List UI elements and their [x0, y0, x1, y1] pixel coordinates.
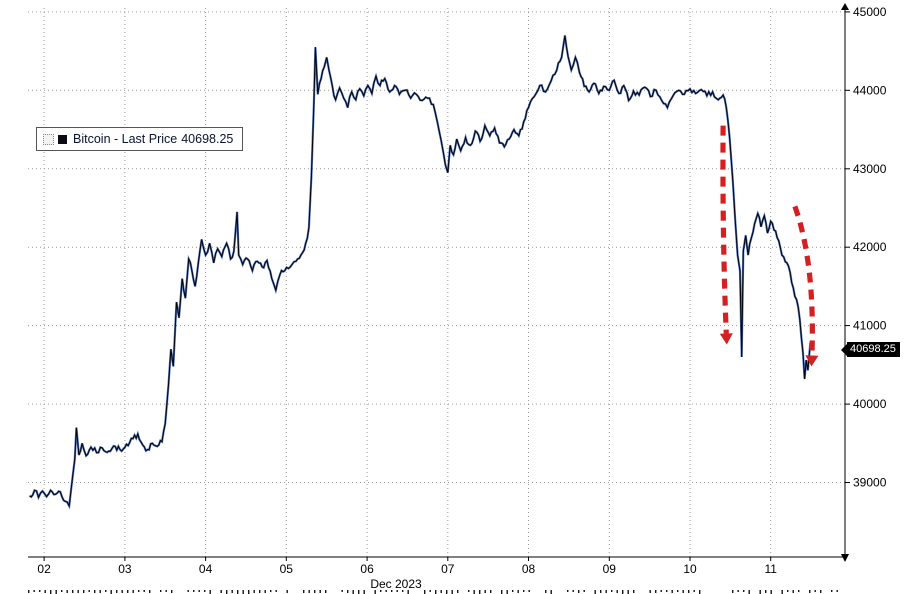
- arrow-head-icon: [805, 355, 819, 367]
- svg-text:04: 04: [199, 562, 213, 576]
- svg-text:43000: 43000: [853, 162, 887, 176]
- legend[interactable]: Bitcoin - Last Price 40698.25: [36, 127, 244, 151]
- svg-text:07: 07: [441, 562, 455, 576]
- legend-series-swatch-icon: [58, 134, 67, 144]
- svg-text:06: 06: [360, 562, 374, 576]
- last-price-label: 40698.25: [841, 342, 900, 357]
- bottom-minor-tick-strip: [28, 590, 838, 594]
- axis-top-arrow-icon: [841, 3, 849, 10]
- price-tag-notch-icon: [841, 343, 847, 356]
- x-axis-labels: 02 03 04 05 06 07 08 09 10 11 Dec 2023: [37, 557, 777, 591]
- svg-text:39000: 39000: [853, 476, 887, 490]
- svg-text:10: 10: [683, 562, 697, 576]
- price-tag-value: 40698.25: [850, 343, 896, 355]
- svg-text:03: 03: [118, 562, 132, 576]
- x-axis-caption: Dec 2023: [370, 577, 422, 591]
- y-axis-labels: 39000 40000 41000 42000 43000 44000 45000: [845, 5, 887, 490]
- svg-text:09: 09: [603, 562, 617, 576]
- svg-text:45000: 45000: [853, 5, 887, 19]
- legend-label: Bitcoin - Last Price: [73, 132, 178, 146]
- axes: [28, 3, 849, 562]
- svg-text:44000: 44000: [853, 83, 887, 97]
- svg-text:41000: 41000: [853, 319, 887, 333]
- svg-text:11: 11: [764, 562, 777, 576]
- svg-text:02: 02: [37, 562, 51, 576]
- svg-text:08: 08: [522, 562, 536, 576]
- drop-arrow-annotations: [719, 125, 819, 367]
- svg-text:05: 05: [280, 562, 294, 576]
- svg-text:40000: 40000: [853, 397, 887, 411]
- legend-value: 40698.25: [181, 132, 234, 146]
- arrow-head-icon: [719, 333, 733, 345]
- legend-grid-icon: [43, 133, 54, 145]
- axis-bottom-arrow-icon: [841, 554, 849, 562]
- h-gridlines: [28, 11, 845, 483]
- svg-text:42000: 42000: [853, 240, 887, 254]
- price-line: [28, 35, 814, 510]
